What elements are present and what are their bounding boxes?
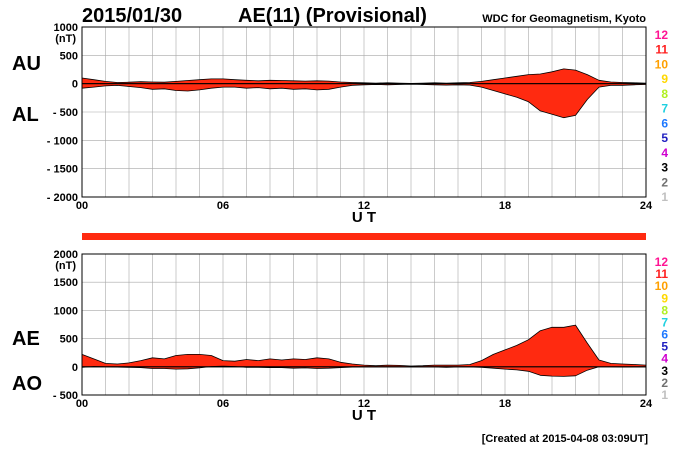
- created-timestamp: [Created at 2015-04-08 03:09UT]: [482, 433, 649, 445]
- legend-station-count: 11: [655, 267, 668, 281]
- legend-station-count: 4: [661, 352, 668, 366]
- series-au-area: [81, 68, 647, 85]
- legend-station-count: 8: [661, 87, 668, 101]
- legend-station-count: 8: [661, 303, 668, 317]
- au-al-x-axis-label: U T: [352, 209, 376, 226]
- au-al-x-ticks: 00 06 12 18 24: [76, 200, 653, 212]
- legend-station-count: 7: [661, 102, 668, 116]
- ae-label: AE: [12, 328, 40, 350]
- x-tick-label: 06: [217, 200, 229, 212]
- legend-station-count: 10: [655, 279, 669, 293]
- y-tick-label: - 500: [53, 107, 78, 119]
- legend-station-count: 12: [655, 28, 669, 42]
- legend-station-count: 9: [661, 291, 668, 305]
- series-al-area: [81, 83, 647, 119]
- chart-date: 2015/01/30: [82, 5, 182, 27]
- legend-station-count: 1: [661, 388, 668, 402]
- legend-station-count: 10: [655, 57, 669, 71]
- ae-ao-frame: [81, 253, 647, 396]
- x-tick-label: 12: [358, 200, 370, 212]
- legend-station-count: 11: [655, 43, 668, 57]
- legend-station-count: 6: [661, 328, 668, 342]
- y-tick-label: - 1000: [47, 135, 78, 147]
- legend-station-count: 4: [661, 146, 668, 160]
- y-tick-label: 1500: [54, 277, 78, 289]
- ae-ao-x-axis-label: U T: [352, 407, 376, 424]
- legend-station-count: 12: [655, 255, 669, 269]
- y-tick-label: 0: [72, 362, 78, 374]
- legend-station-count: 7: [661, 315, 668, 329]
- x-tick-label: 12: [358, 398, 370, 410]
- y-tick-label: 500: [60, 334, 78, 346]
- y-tick-label: 2000: [54, 249, 78, 261]
- au-al-series: [81, 68, 647, 119]
- x-tick-label: 24: [640, 398, 653, 410]
- y-tick-label: 1000: [54, 305, 78, 317]
- x-tick-label: 18: [499, 398, 511, 410]
- x-tick-label: 00: [76, 398, 88, 410]
- al-label: AL: [12, 104, 39, 126]
- au-label: AU: [12, 53, 41, 75]
- ae-ao-series: [81, 324, 647, 377]
- series-ae-area: [81, 324, 647, 368]
- legend-station-count: 9: [661, 72, 668, 86]
- legend-station-count: 3: [661, 364, 668, 378]
- y-tick-label: 1000: [54, 22, 78, 34]
- legend-station-count: 1: [661, 190, 668, 204]
- au-al-y-ticks: 1000 500 0 - 500 - 1000 - 1500 - 2000: [47, 22, 78, 204]
- x-tick-label: 18: [499, 200, 511, 212]
- y-tick-label: - 500: [53, 390, 78, 402]
- y-tick-label: - 1500: [47, 164, 78, 176]
- legend-station-count: 5: [661, 131, 668, 145]
- x-tick-label: 00: [76, 200, 88, 212]
- station-coverage-bar: [82, 233, 646, 240]
- au-al-frame: [81, 26, 647, 198]
- legend-station-count: 3: [661, 161, 668, 175]
- y-tick-label: 500: [60, 50, 78, 62]
- legend-station-count: 5: [661, 340, 668, 354]
- y-tick-label: - 2000: [47, 192, 78, 204]
- chart-title: AE(11) (Provisional): [238, 5, 427, 27]
- legend-station-count: 2: [661, 175, 668, 189]
- ae-ao-unit: (nT): [55, 260, 76, 272]
- legend-station-count: 2: [661, 376, 668, 390]
- au-al-unit: (nT): [55, 33, 76, 45]
- x-tick-label: 06: [217, 398, 229, 410]
- ae-ao-x-ticks: 00 06 12 18 24: [76, 398, 653, 410]
- legend-station-count: 6: [661, 116, 668, 130]
- x-tick-label: 24: [640, 200, 653, 212]
- data-source: WDC for Geomagnetism, Kyoto: [482, 13, 646, 25]
- ao-label: AO: [12, 373, 42, 395]
- ae-ao-y-ticks: 2000 1500 1000 500 0 - 500: [53, 249, 78, 402]
- y-tick-label: 0: [72, 79, 78, 91]
